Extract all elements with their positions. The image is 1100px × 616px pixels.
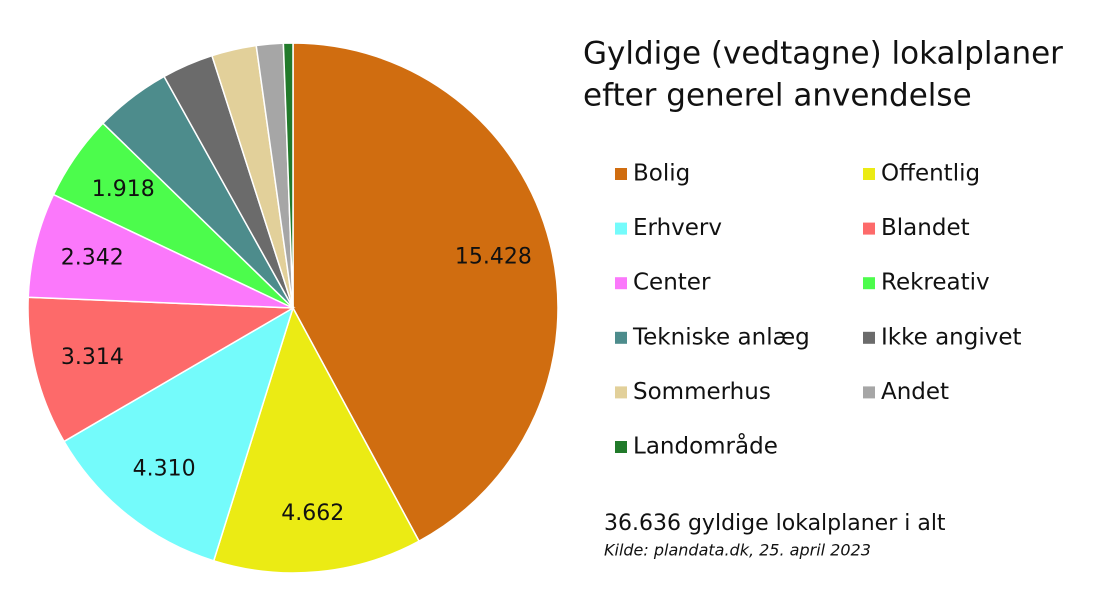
data-label: 4.662 [281, 501, 344, 526]
data-label: 3.314 [61, 345, 124, 370]
legend-label: Tekniske anlæg [632, 324, 810, 350]
legend-swatch [615, 277, 627, 290]
legend-label: Center [633, 270, 711, 296]
pie-slice [292, 42, 559, 543]
legend-swatch [615, 441, 627, 453]
legend-label: Rekreativ [881, 270, 990, 296]
source: Kilde: plandata.dk, 25. april 2023 [604, 541, 871, 560]
legend-swatch [615, 386, 627, 399]
legend-label: Erhverv [633, 215, 722, 241]
chart-title: efter generel anvendelse [583, 78, 972, 114]
legend-swatch [863, 386, 875, 399]
pie-slice [27, 296, 296, 443]
legend-swatch [615, 168, 627, 180]
legend-swatch [615, 222, 627, 235]
legend-label: Landområde [633, 432, 778, 460]
data-label: 2.342 [61, 246, 124, 271]
chart-title: Gyldige (vedtagne) lokalplaner [583, 36, 1063, 72]
legend-label: Bolig [633, 161, 690, 187]
legend-swatch [863, 222, 875, 235]
legend-swatch [863, 168, 875, 180]
legend-swatch [863, 331, 875, 344]
data-label: 1.918 [92, 177, 155, 202]
legend-label: Sommerhus [633, 379, 771, 405]
legend-swatch [615, 331, 627, 344]
legend-label: Offentlig [881, 161, 980, 187]
pie-slice [212, 306, 421, 574]
data-label: 4.310 [133, 457, 196, 482]
legend-swatch [863, 277, 875, 290]
legend-label: Blandet [881, 215, 970, 241]
legend-label: Ikke angivet [881, 324, 1022, 350]
legend-label: Andet [881, 379, 949, 405]
pie-slice [63, 306, 295, 562]
total-note: 36.636 gyldige lokalplaner i alt [604, 511, 946, 536]
data-label: 15.428 [455, 244, 532, 269]
pie-slice [282, 42, 294, 309]
